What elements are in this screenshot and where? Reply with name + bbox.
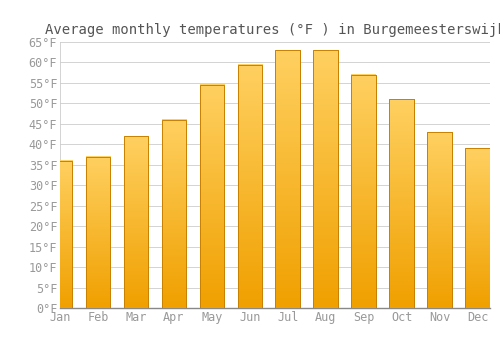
Bar [314, 50, 338, 308]
Bar [162, 120, 186, 308]
Bar [390, 99, 414, 308]
Title: Average monthly temperatures (°F ) in Burgemeesterswijk: Average monthly temperatures (°F ) in Bu… [44, 23, 500, 37]
Bar [276, 50, 300, 308]
Bar [428, 132, 452, 308]
Bar [352, 75, 376, 308]
Bar [466, 148, 490, 308]
Bar [162, 120, 186, 308]
Bar [314, 50, 338, 308]
Bar [48, 161, 72, 308]
Bar [86, 156, 110, 308]
Bar [124, 136, 148, 308]
Bar [390, 99, 414, 308]
Bar [238, 64, 262, 308]
Bar [200, 85, 224, 308]
Bar [48, 161, 72, 308]
Bar [238, 64, 262, 308]
Bar [428, 132, 452, 308]
Bar [276, 50, 300, 308]
Bar [352, 75, 376, 308]
Bar [200, 85, 224, 308]
Bar [86, 156, 110, 308]
Bar [124, 136, 148, 308]
Bar [466, 148, 490, 308]
